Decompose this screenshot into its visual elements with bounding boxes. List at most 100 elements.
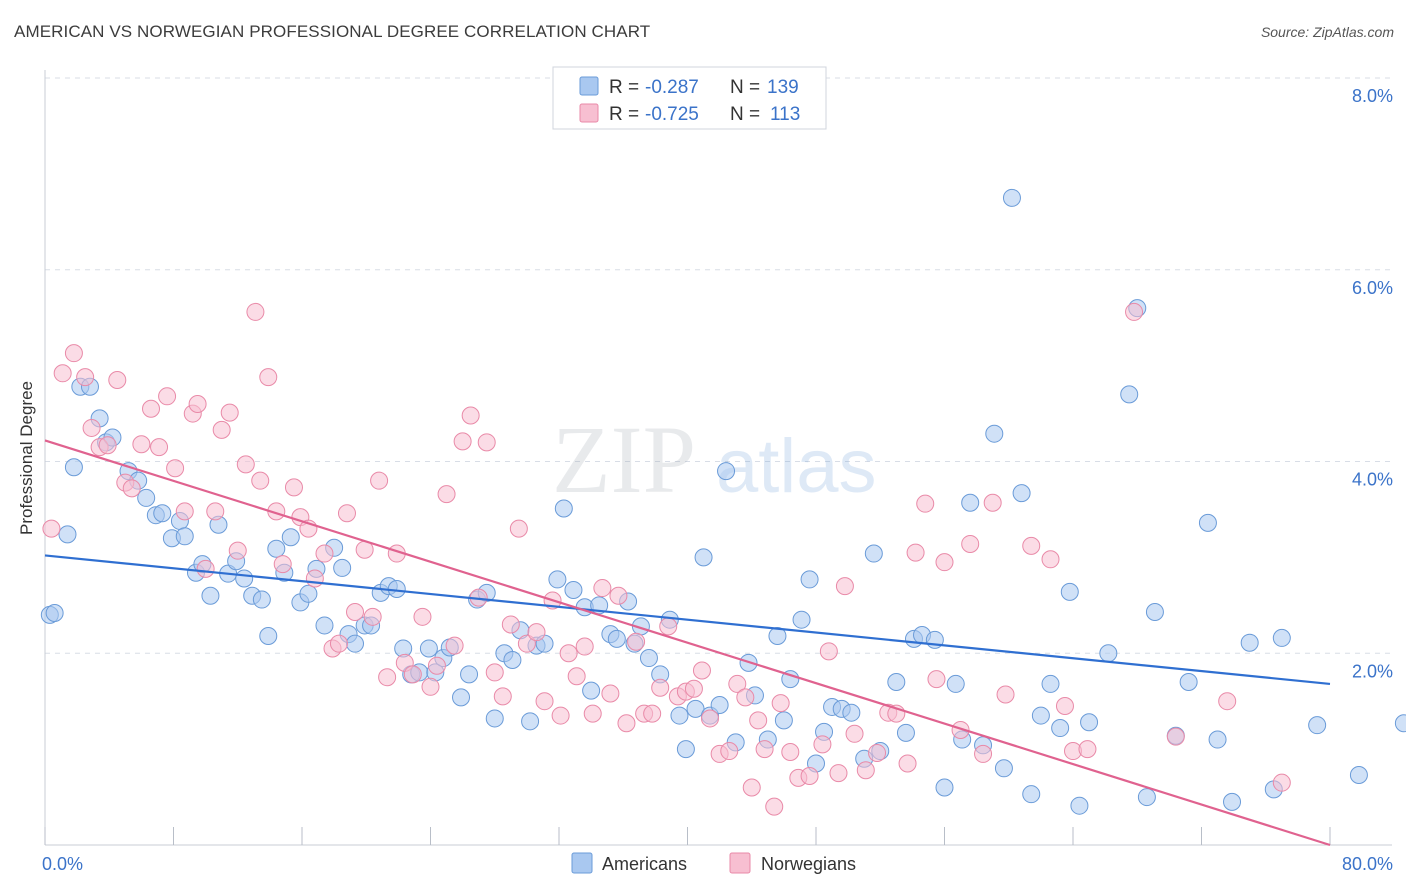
watermark: ZIP atlas [552,406,877,513]
norwegians-point [567,667,586,686]
norwegians-point [517,634,536,653]
norwegians-point [236,455,255,474]
source-label: Source: ZipAtlas.com [1260,24,1394,40]
legend-r-value-americans: -0.287 [645,77,699,98]
norwegians-point [220,403,239,422]
americans-point [1022,785,1041,804]
watermark-atlas: atlas [716,424,877,509]
norwegians-point [742,778,761,797]
americans-point [175,527,194,546]
bottom-legend: Americans Norwegians [571,852,856,874]
americans-point [1051,719,1070,738]
norwegians-point [76,368,95,387]
americans-point [1394,714,1406,733]
americans-point [1080,713,1099,732]
americans-point [864,544,883,563]
americans-point [1041,674,1060,693]
norwegians-point [927,670,946,689]
americans-point [346,634,365,653]
norwegians-point [1166,727,1185,746]
norwegians-point [601,684,620,703]
norwegians-point [259,368,278,387]
legend-r-label-norwegians: R = [609,104,639,125]
americans-point [1349,766,1368,785]
norwegians-point [935,553,954,572]
americans-point [333,558,352,577]
chart-title: AMERICAN VS NORWEGIAN PROFESSIONAL DEGRE… [14,22,651,41]
legend-r-value-norwegians: -0.725 [645,104,699,125]
norwegians-point [692,661,711,680]
norwegians-point [551,706,570,725]
legend-n-label-americans: N = [730,77,760,98]
norwegians-point [720,742,739,761]
legend-swatch-norwegians [579,103,599,123]
americans-point [281,528,300,547]
norwegians-point [403,665,422,684]
norwegians-point [898,754,917,773]
americans-point [985,424,1004,443]
norwegians-point [346,603,365,622]
americans-point [554,499,573,518]
norwegians-point [781,743,800,762]
norwegians-point [651,678,670,697]
norwegians-point [427,656,446,675]
americans-point [460,665,479,684]
norwegians-point [627,632,646,651]
americans-point [1070,796,1089,815]
norwegians-point [246,302,265,321]
norwegians-point [583,704,602,723]
norwegians-point [1078,740,1097,759]
norwegians-point [493,687,512,706]
norwegians-point [535,692,554,711]
legend-swatch-americans [579,76,599,96]
americans-point [201,586,220,605]
norwegians-point [251,471,270,490]
norwegians-point [132,435,151,454]
y-tick-label: 8.0% [1352,86,1393,106]
americans-point [800,570,819,589]
norwegians-point [212,420,231,439]
y-tick-label: 6.0% [1352,278,1393,298]
norwegians-point [856,761,875,780]
americans-point [503,650,522,669]
norwegians-point [453,432,472,451]
americans-point [1208,730,1227,749]
americans-point [792,610,811,629]
norwegians-point [461,406,480,425]
norwegians-point [813,735,832,754]
americans-point [842,703,861,722]
americans-point [717,462,736,481]
americans-point [1060,582,1079,601]
americans-point [1099,644,1118,663]
norwegians-point [771,694,790,713]
americans-point [1223,792,1242,811]
americans-point [1198,513,1217,532]
americans-point [1137,788,1156,807]
americans-point [896,723,915,742]
norwegians-point [700,709,719,728]
americans-point [676,740,695,759]
norwegians-point [166,459,185,478]
legend-r-label-americans: R = [609,77,639,98]
americans-point [935,778,954,797]
americans-point [781,670,800,689]
norwegians-point [485,663,504,682]
americans-point [607,629,626,648]
americans-point [564,580,583,599]
norwegians-point [501,615,520,634]
norwegians-point [845,724,864,743]
y-tick-label: 2.0% [1352,661,1393,681]
bottom-legend-americans: Americans [602,854,687,874]
americans-point [961,493,980,512]
americans-point [994,759,1013,778]
americans-point [582,681,601,700]
norwegians-point [575,637,594,656]
norwegians-point [437,485,456,504]
norwegians-point [175,502,194,521]
americans-point [521,712,540,731]
americans-point [153,504,172,523]
norwegians-point [196,559,215,578]
norwegians-point [617,714,636,733]
norwegians-point [329,634,348,653]
